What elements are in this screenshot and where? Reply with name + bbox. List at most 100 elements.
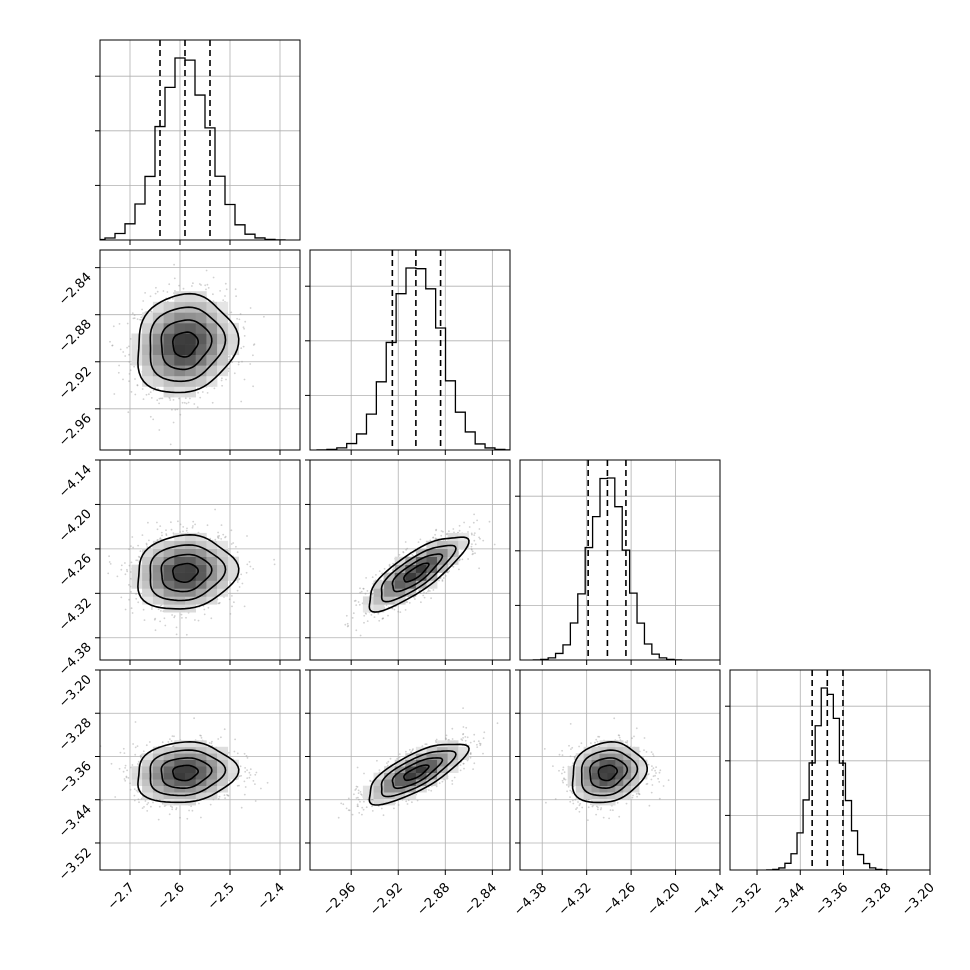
sample-point <box>358 603 361 606</box>
sample-point <box>453 531 455 534</box>
sample-point <box>377 612 380 615</box>
sample-point <box>159 525 162 527</box>
sample-point <box>132 546 135 549</box>
sample-point <box>212 293 214 296</box>
sample-point <box>387 614 389 617</box>
sample-point <box>222 299 225 302</box>
density-cell <box>152 333 164 345</box>
sample-point <box>161 534 163 537</box>
sample-point <box>152 418 155 421</box>
density-cell <box>174 548 186 557</box>
sample-point <box>187 401 190 404</box>
sample-point <box>113 393 116 395</box>
sample-point <box>156 399 159 402</box>
sample-point <box>144 292 147 294</box>
sample-point <box>185 633 188 636</box>
sample-point <box>166 291 169 293</box>
sample-point <box>243 327 246 330</box>
sample-point <box>182 287 185 290</box>
density-cell <box>185 588 196 597</box>
sample-point <box>134 378 136 380</box>
density-cell <box>206 540 218 549</box>
sample-point <box>252 344 255 346</box>
sample-point <box>362 587 365 590</box>
sample-point <box>194 619 196 621</box>
sample-point <box>126 769 128 772</box>
sample-point <box>382 617 384 620</box>
sample-point <box>249 768 252 771</box>
sample-point <box>471 553 474 556</box>
density-cell <box>174 333 186 345</box>
density-cell <box>163 580 175 589</box>
sample-point <box>242 326 245 329</box>
sample-point <box>441 580 444 582</box>
density-cell <box>394 596 406 605</box>
sample-point <box>434 533 436 536</box>
contour-line <box>137 292 240 394</box>
contour-line <box>137 533 240 610</box>
panel-1-0 <box>95 249 301 455</box>
sample-point <box>473 539 476 542</box>
sample-point <box>405 548 407 551</box>
sample-point <box>365 613 367 615</box>
sample-point <box>137 555 140 558</box>
sample-point <box>156 539 159 542</box>
sample-point <box>273 558 275 561</box>
sample-point <box>159 538 161 540</box>
sample-point <box>141 534 144 536</box>
sample-point <box>440 534 443 537</box>
sample-point <box>218 535 221 537</box>
sample-point <box>355 629 358 632</box>
sample-point <box>158 397 161 400</box>
density-cell <box>362 604 374 613</box>
density-cell <box>142 548 154 557</box>
sample-point <box>171 735 174 737</box>
density-cell <box>373 604 385 613</box>
sample-point <box>229 582 232 584</box>
sample-point <box>220 524 223 526</box>
sample-point <box>393 608 396 611</box>
sample-point <box>122 378 124 381</box>
density-cell <box>447 548 459 557</box>
density-cell <box>195 365 207 377</box>
sample-point <box>461 558 464 561</box>
density-cell <box>131 333 143 345</box>
sample-point <box>108 561 111 563</box>
sample-point <box>130 561 133 564</box>
sample-point <box>131 312 134 315</box>
sample-point <box>217 531 220 534</box>
sample-point <box>206 392 209 394</box>
sample-point <box>245 571 248 574</box>
sample-point <box>126 570 129 573</box>
density-cell <box>362 596 374 605</box>
sample-point <box>157 539 159 541</box>
sample-point <box>149 391 152 393</box>
sample-point <box>128 598 131 601</box>
sample-point <box>172 745 175 747</box>
sample-point <box>397 610 400 613</box>
sample-point <box>236 589 239 592</box>
sample-point <box>134 393 137 396</box>
sample-point <box>108 555 110 558</box>
density-cell <box>163 572 175 581</box>
density-cell <box>174 354 186 366</box>
density-cell <box>394 564 406 573</box>
sample-point <box>473 534 476 536</box>
density-cell <box>142 556 154 565</box>
sample-point <box>240 400 243 403</box>
density-cell <box>185 312 196 324</box>
density-cell <box>195 322 207 334</box>
sample-point <box>263 315 265 318</box>
sample-point <box>225 288 228 291</box>
sample-point <box>435 529 437 532</box>
sample-point <box>127 411 130 414</box>
sample-point <box>109 340 111 343</box>
density-cell <box>195 301 207 313</box>
histogram-bar-series <box>532 477 683 660</box>
sample-point <box>423 596 426 599</box>
sample-point <box>133 799 136 802</box>
sample-point <box>185 616 187 619</box>
sample-point <box>125 775 128 778</box>
density-cell <box>437 564 448 573</box>
sample-point <box>131 612 134 614</box>
